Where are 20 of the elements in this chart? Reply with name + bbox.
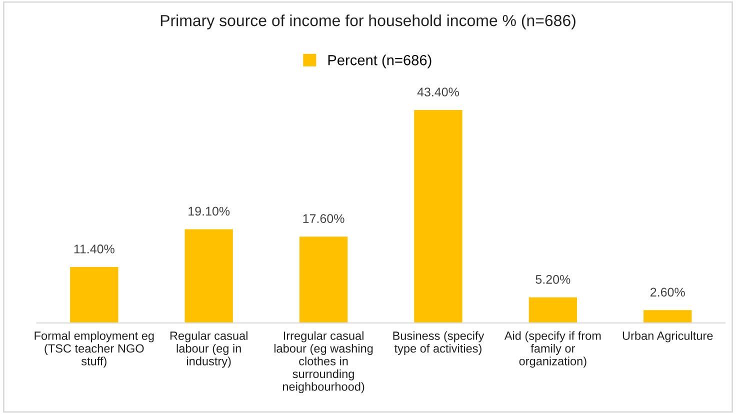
x-tick-label: Regular casual labour (eg in industry) — [170, 331, 248, 368]
bar — [644, 310, 692, 323]
x-tick-label: Business (specify type of activities) — [393, 331, 484, 355]
data-label: 11.40% — [74, 244, 114, 254]
data-label: 2.60% — [650, 288, 685, 297]
x-tick-label: Urban Agriculture — [622, 331, 713, 342]
legend-label: Percent (n=686) — [328, 54, 432, 68]
x-tick-label: Irregular casual labour (eg washing clothes in surrounding neighbourhood) — [274, 331, 373, 394]
chart-title: Primary source of income for household income % (n=686) — [160, 14, 576, 30]
data-label: 19.10% — [188, 206, 230, 216]
data-label: 5.20% — [536, 274, 570, 284]
data-label: 43.40% — [417, 88, 459, 96]
bar — [414, 110, 462, 323]
bar — [70, 266, 118, 323]
bar — [528, 297, 578, 323]
bar — [184, 229, 233, 323]
x-tick-label: Aid (specify if from family or organization) — [504, 331, 601, 368]
data-label: 17.60% — [303, 214, 344, 223]
bar — [299, 236, 348, 323]
x-tick-label: Formal employment eg (TSC teacher NGO stuff) — [34, 331, 154, 368]
